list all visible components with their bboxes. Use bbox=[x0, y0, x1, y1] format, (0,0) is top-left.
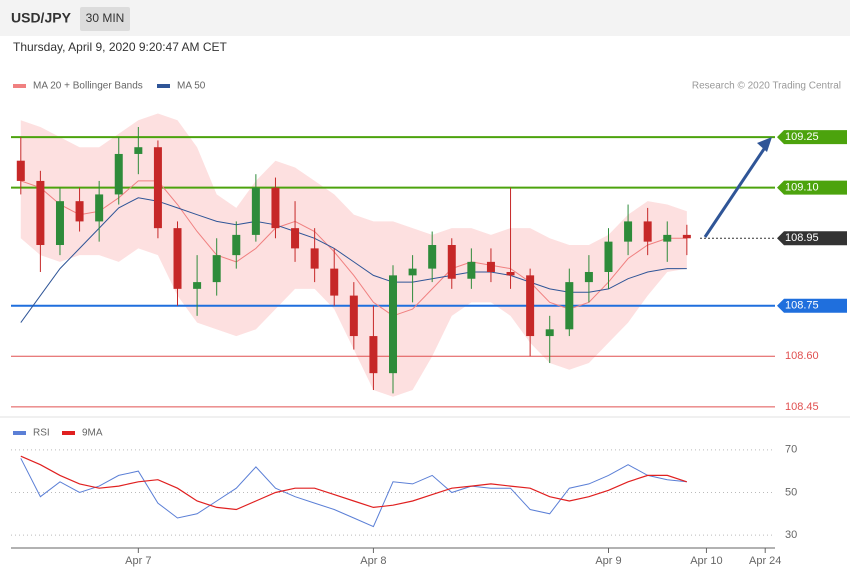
legend-label: MA 20 + Bollinger Bands bbox=[33, 81, 143, 92]
level-label: 108.45 bbox=[785, 401, 819, 413]
candle-body bbox=[369, 336, 378, 374]
header-bar bbox=[0, 0, 850, 36]
level-tag bbox=[777, 231, 847, 246]
legend-label: 9MA bbox=[82, 428, 103, 439]
candle-body bbox=[682, 234, 691, 239]
level-label: 108.60 bbox=[785, 350, 819, 362]
candle-body bbox=[408, 268, 417, 276]
candle-body bbox=[624, 221, 633, 242]
ma-line bbox=[20, 180, 687, 317]
source: Research © 2020 Trading Central bbox=[692, 81, 841, 92]
candle-body bbox=[36, 180, 45, 246]
legend-swatch bbox=[157, 84, 170, 88]
legend-swatch bbox=[62, 431, 75, 435]
candle-body bbox=[75, 201, 84, 222]
x-tick-label: Apr 24 bbox=[749, 555, 781, 567]
candle-body bbox=[95, 194, 104, 222]
candle-body bbox=[643, 221, 652, 242]
candle-body bbox=[447, 245, 456, 279]
candle-body bbox=[212, 255, 221, 283]
candle-body bbox=[55, 201, 64, 246]
candle-body bbox=[134, 147, 143, 154]
candle-body bbox=[232, 234, 241, 256]
candle-body bbox=[16, 160, 25, 181]
candle-body bbox=[545, 329, 554, 337]
candle-body bbox=[428, 245, 437, 269]
rsi-line bbox=[20, 455, 687, 511]
symbol: USD/JPY bbox=[11, 10, 72, 26]
level-label: 108.95 bbox=[785, 232, 819, 244]
forecast-arrow bbox=[703, 145, 768, 238]
candle-body bbox=[584, 271, 593, 283]
candle-body bbox=[173, 228, 182, 289]
timeframe[interactable]: 30 MIN bbox=[86, 11, 125, 25]
legend-label: RSI bbox=[33, 428, 50, 439]
x-tick-label: Apr 8 bbox=[360, 555, 386, 567]
level-label: 109.10 bbox=[785, 182, 819, 194]
legend-label: MA 50 bbox=[177, 81, 206, 92]
date: Thursday, April 9, 2020 9:20:47 AM CET bbox=[13, 40, 228, 54]
legend-swatch bbox=[13, 431, 26, 435]
y-tick-label: 30 bbox=[785, 529, 797, 541]
plot-layer: MA 20 + Bollinger Bands MA 50 109.25 109.10… bbox=[11, 81, 847, 567]
candle-body bbox=[526, 275, 535, 337]
y-tick-label: 70 bbox=[785, 444, 797, 456]
rsi-line bbox=[20, 458, 687, 528]
band-layer bbox=[20, 113, 687, 397]
ma-line bbox=[20, 197, 687, 323]
level-tag bbox=[777, 180, 847, 195]
candle-body bbox=[467, 261, 476, 279]
candle-body bbox=[486, 261, 495, 272]
x-tick-label: Apr 10 bbox=[690, 555, 722, 567]
candle-body bbox=[330, 268, 339, 296]
level-label: 109.25 bbox=[785, 131, 819, 143]
candle-body bbox=[193, 282, 202, 289]
candle-body bbox=[310, 248, 319, 269]
candle-body bbox=[349, 295, 358, 337]
legend-swatch bbox=[13, 84, 26, 88]
x-tick-label: Apr 9 bbox=[595, 555, 621, 567]
candle-body bbox=[291, 228, 300, 249]
candle-body bbox=[271, 187, 280, 229]
candle-body bbox=[565, 282, 574, 330]
x-tick-label: Apr 7 bbox=[125, 555, 151, 567]
level-tag bbox=[777, 130, 847, 145]
level-tag bbox=[777, 298, 847, 313]
candle-body bbox=[251, 187, 260, 235]
candle-body bbox=[389, 275, 397, 374]
candle-body bbox=[663, 234, 672, 242]
y-tick-label: 50 bbox=[785, 486, 797, 498]
candle-body bbox=[604, 241, 613, 272]
bollinger-band bbox=[20, 113, 687, 397]
arrow-head bbox=[757, 137, 772, 152]
candle-body bbox=[506, 271, 515, 276]
level-label: 108.75 bbox=[785, 300, 819, 312]
candle-body bbox=[153, 147, 162, 229]
timeframe-badge[interactable] bbox=[80, 7, 130, 31]
candle-body bbox=[114, 153, 123, 195]
